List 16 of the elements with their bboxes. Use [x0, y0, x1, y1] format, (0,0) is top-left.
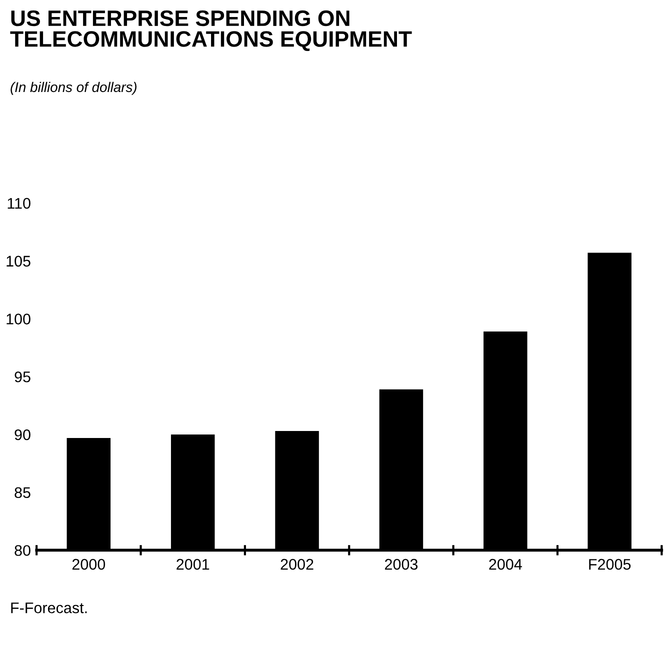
- y-tick-label: 80: [14, 545, 30, 556]
- x-tick-label: 2003: [384, 558, 418, 570]
- chart-title: US ENTERPRISE SPENDING ON TELECOMMUNICATIONS EQUIPMENT: [10, 10, 412, 52]
- x-tick-label: 2001: [176, 558, 210, 570]
- x-tick-label: 2002: [280, 558, 314, 570]
- y-tick-label: 90: [14, 429, 30, 440]
- x-tick-label: F2005: [589, 558, 631, 570]
- y-tick-label: 95: [14, 371, 30, 382]
- x-tick-label: 2004: [489, 558, 522, 570]
- x-tick-label: 2000: [72, 558, 106, 570]
- text: F-Forecast.: [11, 602, 87, 614]
- y-tick-label: 100: [6, 314, 30, 324]
- y-tick-label: 105: [6, 256, 30, 267]
- chart-subtitle: (In billions of dollars): [10, 82, 137, 95]
- y-tick-label: 110: [8, 198, 30, 209]
- y-tick-label: 85: [14, 487, 30, 498]
